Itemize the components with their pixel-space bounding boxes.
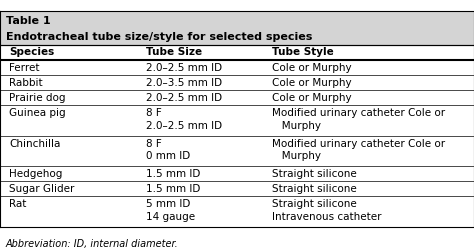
Text: 2.0–2.5 mm ID: 2.0–2.5 mm ID	[146, 63, 222, 73]
Text: 1.5 mm ID: 1.5 mm ID	[146, 169, 201, 179]
Text: Rat: Rat	[9, 199, 27, 209]
Text: Prairie dog: Prairie dog	[9, 93, 66, 103]
Text: 2.0–3.5 mm ID: 2.0–3.5 mm ID	[146, 78, 222, 88]
Text: Guinea pig: Guinea pig	[9, 108, 66, 118]
Text: Chinchilla: Chinchilla	[9, 139, 61, 149]
Text: Table 1: Table 1	[6, 16, 50, 26]
Text: Cole or Murphy: Cole or Murphy	[272, 63, 351, 73]
Text: Abbreviation: ID, internal diameter.: Abbreviation: ID, internal diameter.	[6, 239, 178, 249]
Text: Cole or Murphy: Cole or Murphy	[272, 78, 351, 88]
Text: Ferret: Ferret	[9, 63, 40, 73]
Bar	[0, 11, 474, 45]
Text: Modified urinary catheter Cole or
   Murphy: Modified urinary catheter Cole or Murphy	[272, 108, 445, 131]
Text: 2.0–2.5 mm ID: 2.0–2.5 mm ID	[146, 93, 222, 103]
Text: Straight silicone: Straight silicone	[272, 184, 356, 194]
Text: Species: Species	[9, 47, 55, 57]
Text: Tube Size: Tube Size	[146, 47, 202, 57]
Text: 1.5 mm ID: 1.5 mm ID	[146, 184, 201, 194]
Text: Rabbit: Rabbit	[9, 78, 43, 88]
Text: Straight silicone: Straight silicone	[272, 169, 356, 179]
Text: Sugar Glider: Sugar Glider	[9, 184, 75, 194]
Text: Straight silicone
Intravenous catheter: Straight silicone Intravenous catheter	[272, 199, 381, 222]
Text: Modified urinary catheter Cole or
   Murphy: Modified urinary catheter Cole or Murphy	[272, 139, 445, 162]
Text: Tube Style: Tube Style	[272, 47, 333, 57]
Text: Cole or Murphy: Cole or Murphy	[272, 93, 351, 103]
Text: 8 F
0 mm ID: 8 F 0 mm ID	[146, 139, 190, 162]
Text: 5 mm ID
14 gauge: 5 mm ID 14 gauge	[146, 199, 195, 222]
Text: Hedgehog: Hedgehog	[9, 169, 63, 179]
Text: 8 F
2.0–2.5 mm ID: 8 F 2.0–2.5 mm ID	[146, 108, 222, 131]
Text: Endotracheal tube size/style for selected species: Endotracheal tube size/style for selecte…	[6, 32, 312, 42]
